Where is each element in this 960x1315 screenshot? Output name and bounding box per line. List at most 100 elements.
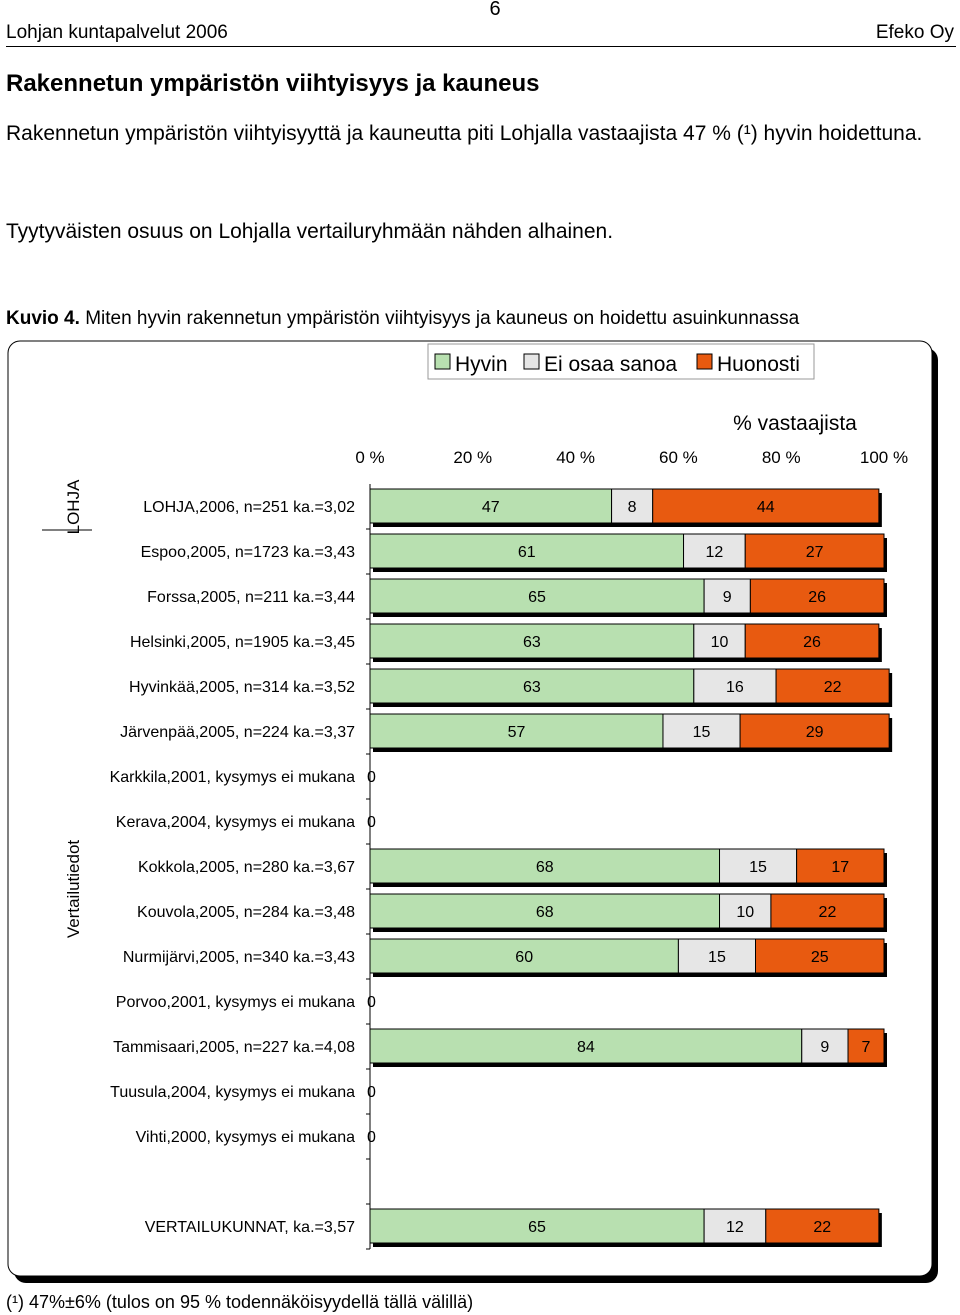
bar-segment <box>652 488 880 524</box>
legend-swatch <box>696 353 713 370</box>
bar-segment <box>755 938 885 974</box>
header-left: Lohjan kuntapalvelut 2006 <box>6 22 228 43</box>
x-tick-label: 80 % <box>762 448 801 467</box>
bar-segment <box>765 1208 880 1244</box>
bar-segment <box>719 848 798 884</box>
bar-row: VERTAILUKUNNAT, ka.=3,57 65 12 22 <box>145 1208 882 1250</box>
legend-label: Huonosti <box>717 353 800 376</box>
category-label: Kokkola,2005, n=280 ka.=3,67 <box>138 859 355 876</box>
bar-segment <box>369 893 721 929</box>
bar-row: Tammisaari,2005, n=227 ka.=4,08 84 9 7 <box>113 1028 887 1070</box>
data-label: 27 <box>806 544 824 561</box>
category-label: Hyvinkää,2005, n=314 ka.=3,52 <box>129 679 355 696</box>
data-label: 65 <box>528 589 546 606</box>
bar-segment <box>369 578 705 614</box>
footnote: (¹) 47%±6% (tulos on 95 % todennäköisyyd… <box>6 1292 474 1312</box>
x-tick-label: 60 % <box>659 448 698 467</box>
data-label: 8 <box>628 499 637 516</box>
category-label: Espoo,2005, n=1723 ka.=3,43 <box>141 544 356 561</box>
data-label: 63 <box>523 634 541 651</box>
x-tick-label: 40 % <box>556 448 595 467</box>
data-label: 61 <box>518 544 536 561</box>
data-label: 22 <box>824 679 842 696</box>
data-label: 7 <box>862 1039 871 1056</box>
data-label: 15 <box>708 949 726 966</box>
category-label: Helsinki,2005, n=1905 ka.=3,45 <box>130 634 355 651</box>
header-divider <box>6 46 956 47</box>
bar-segment <box>662 713 741 749</box>
data-label: 22 <box>813 1219 831 1236</box>
data-label: 60 <box>515 949 533 966</box>
bar-row: Espoo,2005, n=1723 ka.=3,43 61 12 27 <box>141 533 887 575</box>
category-label: Forssa,2005, n=211 ka.=3,44 <box>147 589 355 606</box>
legend-label: Hyvin <box>455 353 508 376</box>
bar-segment <box>611 488 654 524</box>
bar-row: Nurmijärvi,2005, n=340 ka.=3,43 60 15 25 <box>123 938 887 980</box>
data-label: 68 <box>536 904 554 921</box>
bar-segment <box>744 623 880 659</box>
bar-row: Hyvinkää,2005, n=314 ka.=3,52 63 16 22 <box>129 668 893 710</box>
data-label: 16 <box>726 679 744 696</box>
legend-label: Ei osaa sanoa <box>544 353 677 376</box>
data-label: 57 <box>508 724 526 741</box>
bar-segment <box>369 1208 705 1244</box>
header-right: Efeko Oy <box>875 22 954 43</box>
category-label: Porvoo,2001, kysymys ei mukana <box>116 994 355 1011</box>
bar-segment <box>369 668 695 704</box>
bar-segment <box>739 713 890 749</box>
bar-segment <box>693 623 746 659</box>
data-label: 0 <box>367 1084 376 1101</box>
data-label: 0 <box>367 1129 376 1146</box>
category-label: Kouvola,2005, n=284 ka.=3,48 <box>137 904 355 921</box>
data-label: 22 <box>819 904 837 921</box>
data-label: 0 <box>367 814 376 831</box>
data-label: 29 <box>806 724 824 741</box>
page-number: 6 <box>489 0 501 20</box>
bar-segment <box>749 578 885 614</box>
bar-segment <box>796 848 885 884</box>
bar-segment <box>703 1208 767 1244</box>
category-label: Karkkila,2001, kysymys ei mukana <box>110 769 356 786</box>
bar-row: LOHJA,2006, n=251 ka.=3,02 47 8 44 <box>143 488 882 530</box>
data-label: 44 <box>757 499 775 516</box>
bar-segment <box>744 533 885 569</box>
data-label: 25 <box>811 949 829 966</box>
x-tick-label: 20 % <box>453 448 492 467</box>
bar-row: Vihti,2000, kysymys ei mukana 0 <box>136 1129 376 1160</box>
bar-row: Tuusula,2004, kysymys ei mukana 0 <box>110 1084 376 1115</box>
category-label: VERTAILUKUNNAT, ka.=3,57 <box>145 1219 355 1236</box>
bar-segment <box>847 1028 885 1064</box>
legend: Hyvin Ei osaa sanoa Huonosti <box>427 343 815 380</box>
bar-row: Helsinki,2005, n=1905 ka.=3,45 63 10 26 <box>130 623 882 665</box>
data-label: 84 <box>577 1039 595 1056</box>
data-label: 0 <box>367 769 376 786</box>
data-label: 0 <box>367 994 376 1011</box>
bar-row: Kerava,2004, kysymys ei mukana 0 <box>116 814 376 845</box>
x-tick-label: 0 % <box>355 448 384 467</box>
data-label: 12 <box>726 1219 744 1236</box>
bar-row: Kokkola,2005, n=280 ka.=3,67 68 15 17 <box>138 848 887 890</box>
caption-text: Miten hyvin rakennetun ympäristön viihty… <box>85 308 800 329</box>
paragraph-1: Rakennetun ympäristön viihtyisyyttä ja k… <box>6 122 923 145</box>
category-label: Vihti,2000, kysymys ei mukana <box>136 1129 355 1146</box>
section-title: Rakennetun ympäristön viihtyisyys ja kau… <box>6 70 540 97</box>
data-label: 65 <box>528 1219 546 1236</box>
group-label-vertailutiedot: Vertailutiedot <box>64 840 83 939</box>
category-label: Kerava,2004, kysymys ei mukana <box>116 814 355 831</box>
bar-row: Porvoo,2001, kysymys ei mukana 0 <box>116 994 376 1025</box>
legend-swatch <box>523 353 540 370</box>
data-label: 47 <box>482 499 500 516</box>
category-label: LOHJA,2006, n=251 ka.=3,02 <box>143 499 355 516</box>
category-label: Nurmijärvi,2005, n=340 ka.=3,43 <box>123 949 355 966</box>
data-label: 26 <box>803 634 821 651</box>
x-tick-label: 100 % <box>860 448 908 467</box>
category-label: Tuusula,2004, kysymys ei mukana <box>110 1084 355 1101</box>
figure-caption: Kuvio 4. Miten hyvin rakennetun ympärist… <box>6 308 799 330</box>
bar-row: Kouvola,2005, n=284 ka.=3,48 68 10 22 <box>137 893 887 935</box>
caption-label: Kuvio 4. <box>6 308 80 329</box>
category-label: Järvenpää,2005, n=224 ka.=3,37 <box>120 724 355 741</box>
data-label: 10 <box>711 634 729 651</box>
bar-segment <box>719 893 772 929</box>
bar-segment <box>683 533 746 569</box>
bar-segment <box>369 488 613 524</box>
